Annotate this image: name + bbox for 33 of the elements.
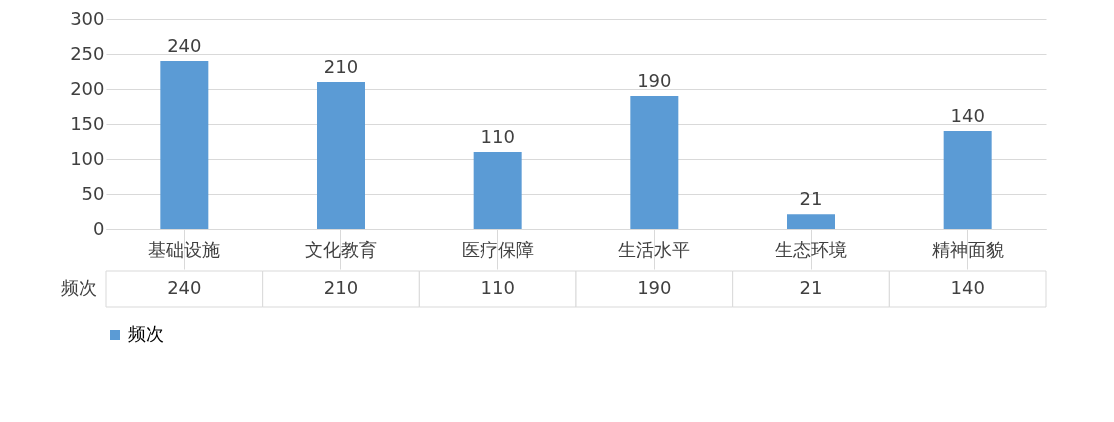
annotation: 190 (637, 70, 672, 91)
data-label: 190 (637, 277, 672, 298)
x-tick-label: 基础设施 (148, 238, 221, 260)
bar (787, 214, 835, 229)
bar (317, 82, 365, 229)
annotation: 110 (480, 126, 515, 147)
y-tick-label: 150 (70, 112, 105, 134)
x-tick-label: 生态环境 (775, 238, 847, 260)
y-tick-label: 250 (70, 42, 105, 64)
bar (943, 131, 992, 229)
annotation: 21 (799, 188, 823, 210)
data-label: 210 (323, 277, 359, 298)
bar (473, 152, 522, 229)
text: 频次 (60, 277, 97, 298)
legend-label: 频次 (128, 323, 164, 344)
bar (630, 96, 679, 229)
annotation: 210 (323, 56, 359, 77)
y-tick-label: 0 (93, 217, 105, 239)
y-tick-label: 300 (70, 7, 105, 29)
data-label: 21 (799, 277, 823, 298)
annotation: 140 (950, 105, 985, 126)
x-tick-label: 医疗保障 (461, 238, 534, 260)
y-tick-label: 200 (70, 77, 105, 99)
y-tick-label: 100 (70, 147, 105, 169)
data-label: 240 (167, 277, 202, 298)
x-tick-label: 精神面貌 (931, 238, 1004, 260)
bar (160, 61, 209, 229)
annotation: 240 (167, 35, 202, 56)
x-tick-label: 文化教育 (305, 238, 377, 260)
y-tick-label: 50 (81, 182, 105, 204)
x-tick-label: 生活水平 (618, 238, 691, 260)
data-label: 140 (950, 277, 985, 298)
data-label: 110 (480, 277, 515, 298)
